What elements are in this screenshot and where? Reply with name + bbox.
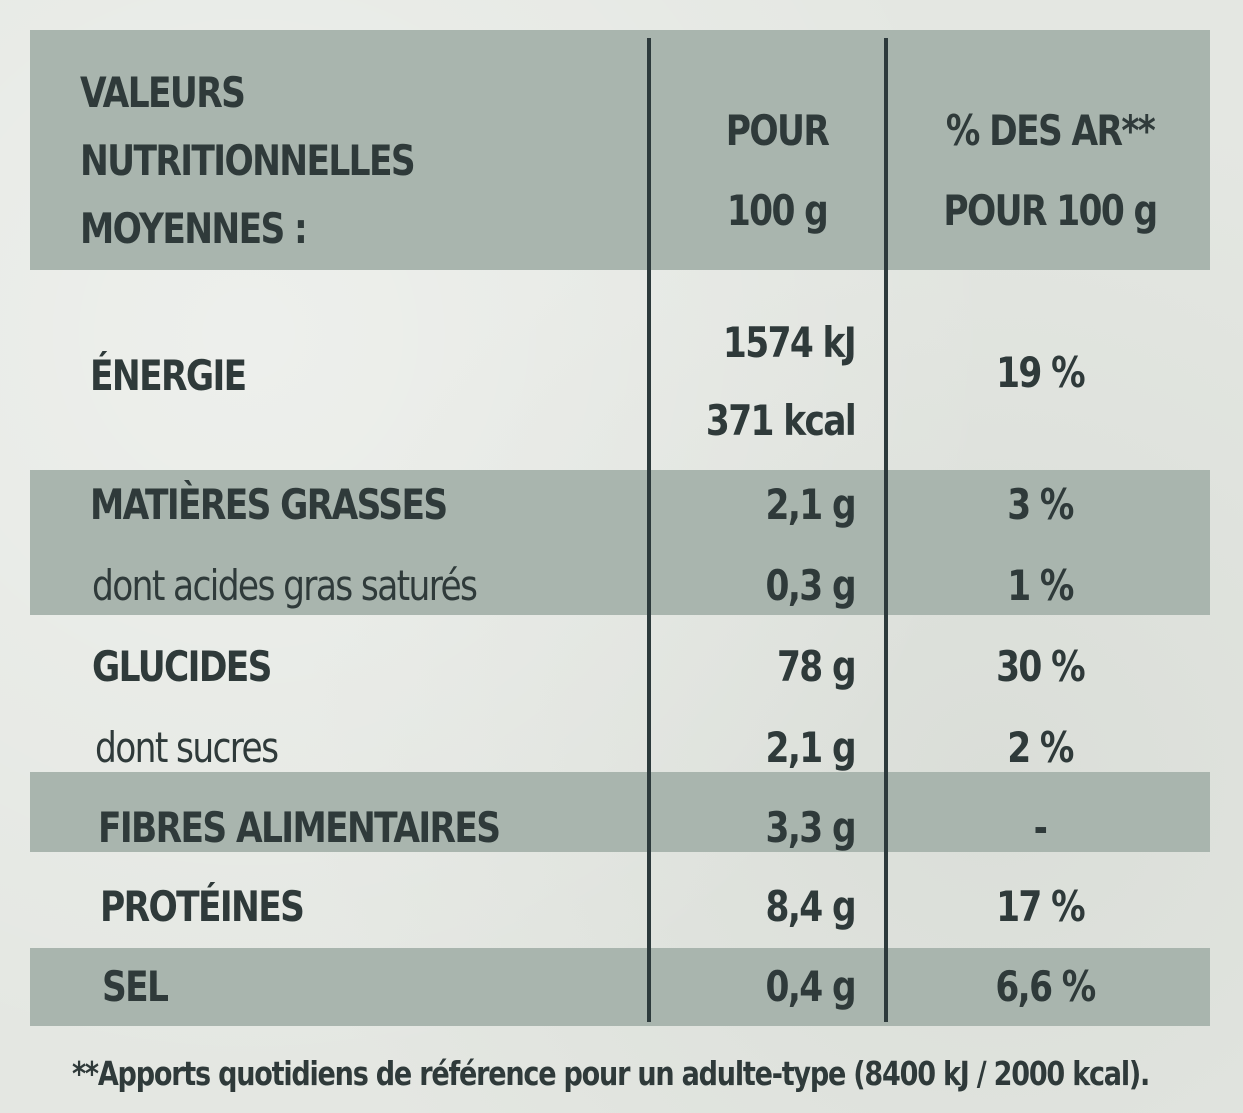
row-fibres-label: FIBRES ALIMENTAIRES (98, 803, 501, 852)
row-proteines-ar: 17 % (996, 882, 1086, 931)
column-divider-2 (884, 38, 888, 1022)
row-energie-kj: 1574 kJ (722, 318, 857, 367)
header-label-line-1: VALEURS (80, 68, 246, 117)
row-sugars-value: 2,1 g (765, 723, 857, 772)
row-energie-ar: 19 % (996, 348, 1086, 397)
header-col1-line-1: POUR (725, 106, 830, 155)
row-sel-ar: 6,6 % (995, 962, 1096, 1011)
header-label-line-2: NUTRITIONNELLES (80, 136, 416, 185)
fibres-band (30, 772, 1210, 852)
header-col2-line-1: % DES AR** (945, 106, 1156, 155)
row-sel-value: 0,4 g (765, 962, 857, 1011)
row-sugars-label: dont sucres (95, 723, 279, 772)
row-sel-label: SEL (102, 962, 169, 1011)
row-proteines-label: PROTÉINES (100, 882, 305, 931)
row-glucides-label: GLUCIDES (92, 642, 272, 691)
column-divider-1 (647, 38, 651, 1022)
header-band (30, 30, 1210, 270)
row-fat-label: MATIÈRES GRASSES (90, 480, 448, 529)
row-fat-ar: 3 % (1007, 480, 1074, 529)
header-col1-line-2: 100 g (726, 186, 829, 235)
fat-band (30, 470, 1210, 615)
row-saturated-label: dont acides gras saturés (92, 561, 478, 610)
row-fibres-value: 3,3 g (765, 803, 857, 852)
row-sugars-ar: 2 % (1007, 723, 1074, 772)
header-col2-line-2: POUR 100 g (943, 186, 1158, 235)
row-proteines-value: 8,4 g (765, 882, 857, 931)
row-fat-value: 2,1 g (765, 480, 857, 529)
row-fibres-ar: - (1033, 803, 1048, 852)
header-label-line-3: MOYENNES : (80, 204, 308, 253)
footnote: **Apports quotidiens de référence pour u… (72, 1054, 1150, 1093)
row-saturated-value: 0,3 g (765, 561, 857, 610)
row-energie-kcal: 371 kcal (705, 396, 857, 445)
row-glucides-ar: 30 % (996, 642, 1086, 691)
salt-band (30, 948, 1210, 1026)
row-energie-label: ÉNERGIE (90, 351, 247, 400)
row-saturated-ar: 1 % (1007, 561, 1074, 610)
row-glucides-value: 78 g (776, 642, 857, 691)
